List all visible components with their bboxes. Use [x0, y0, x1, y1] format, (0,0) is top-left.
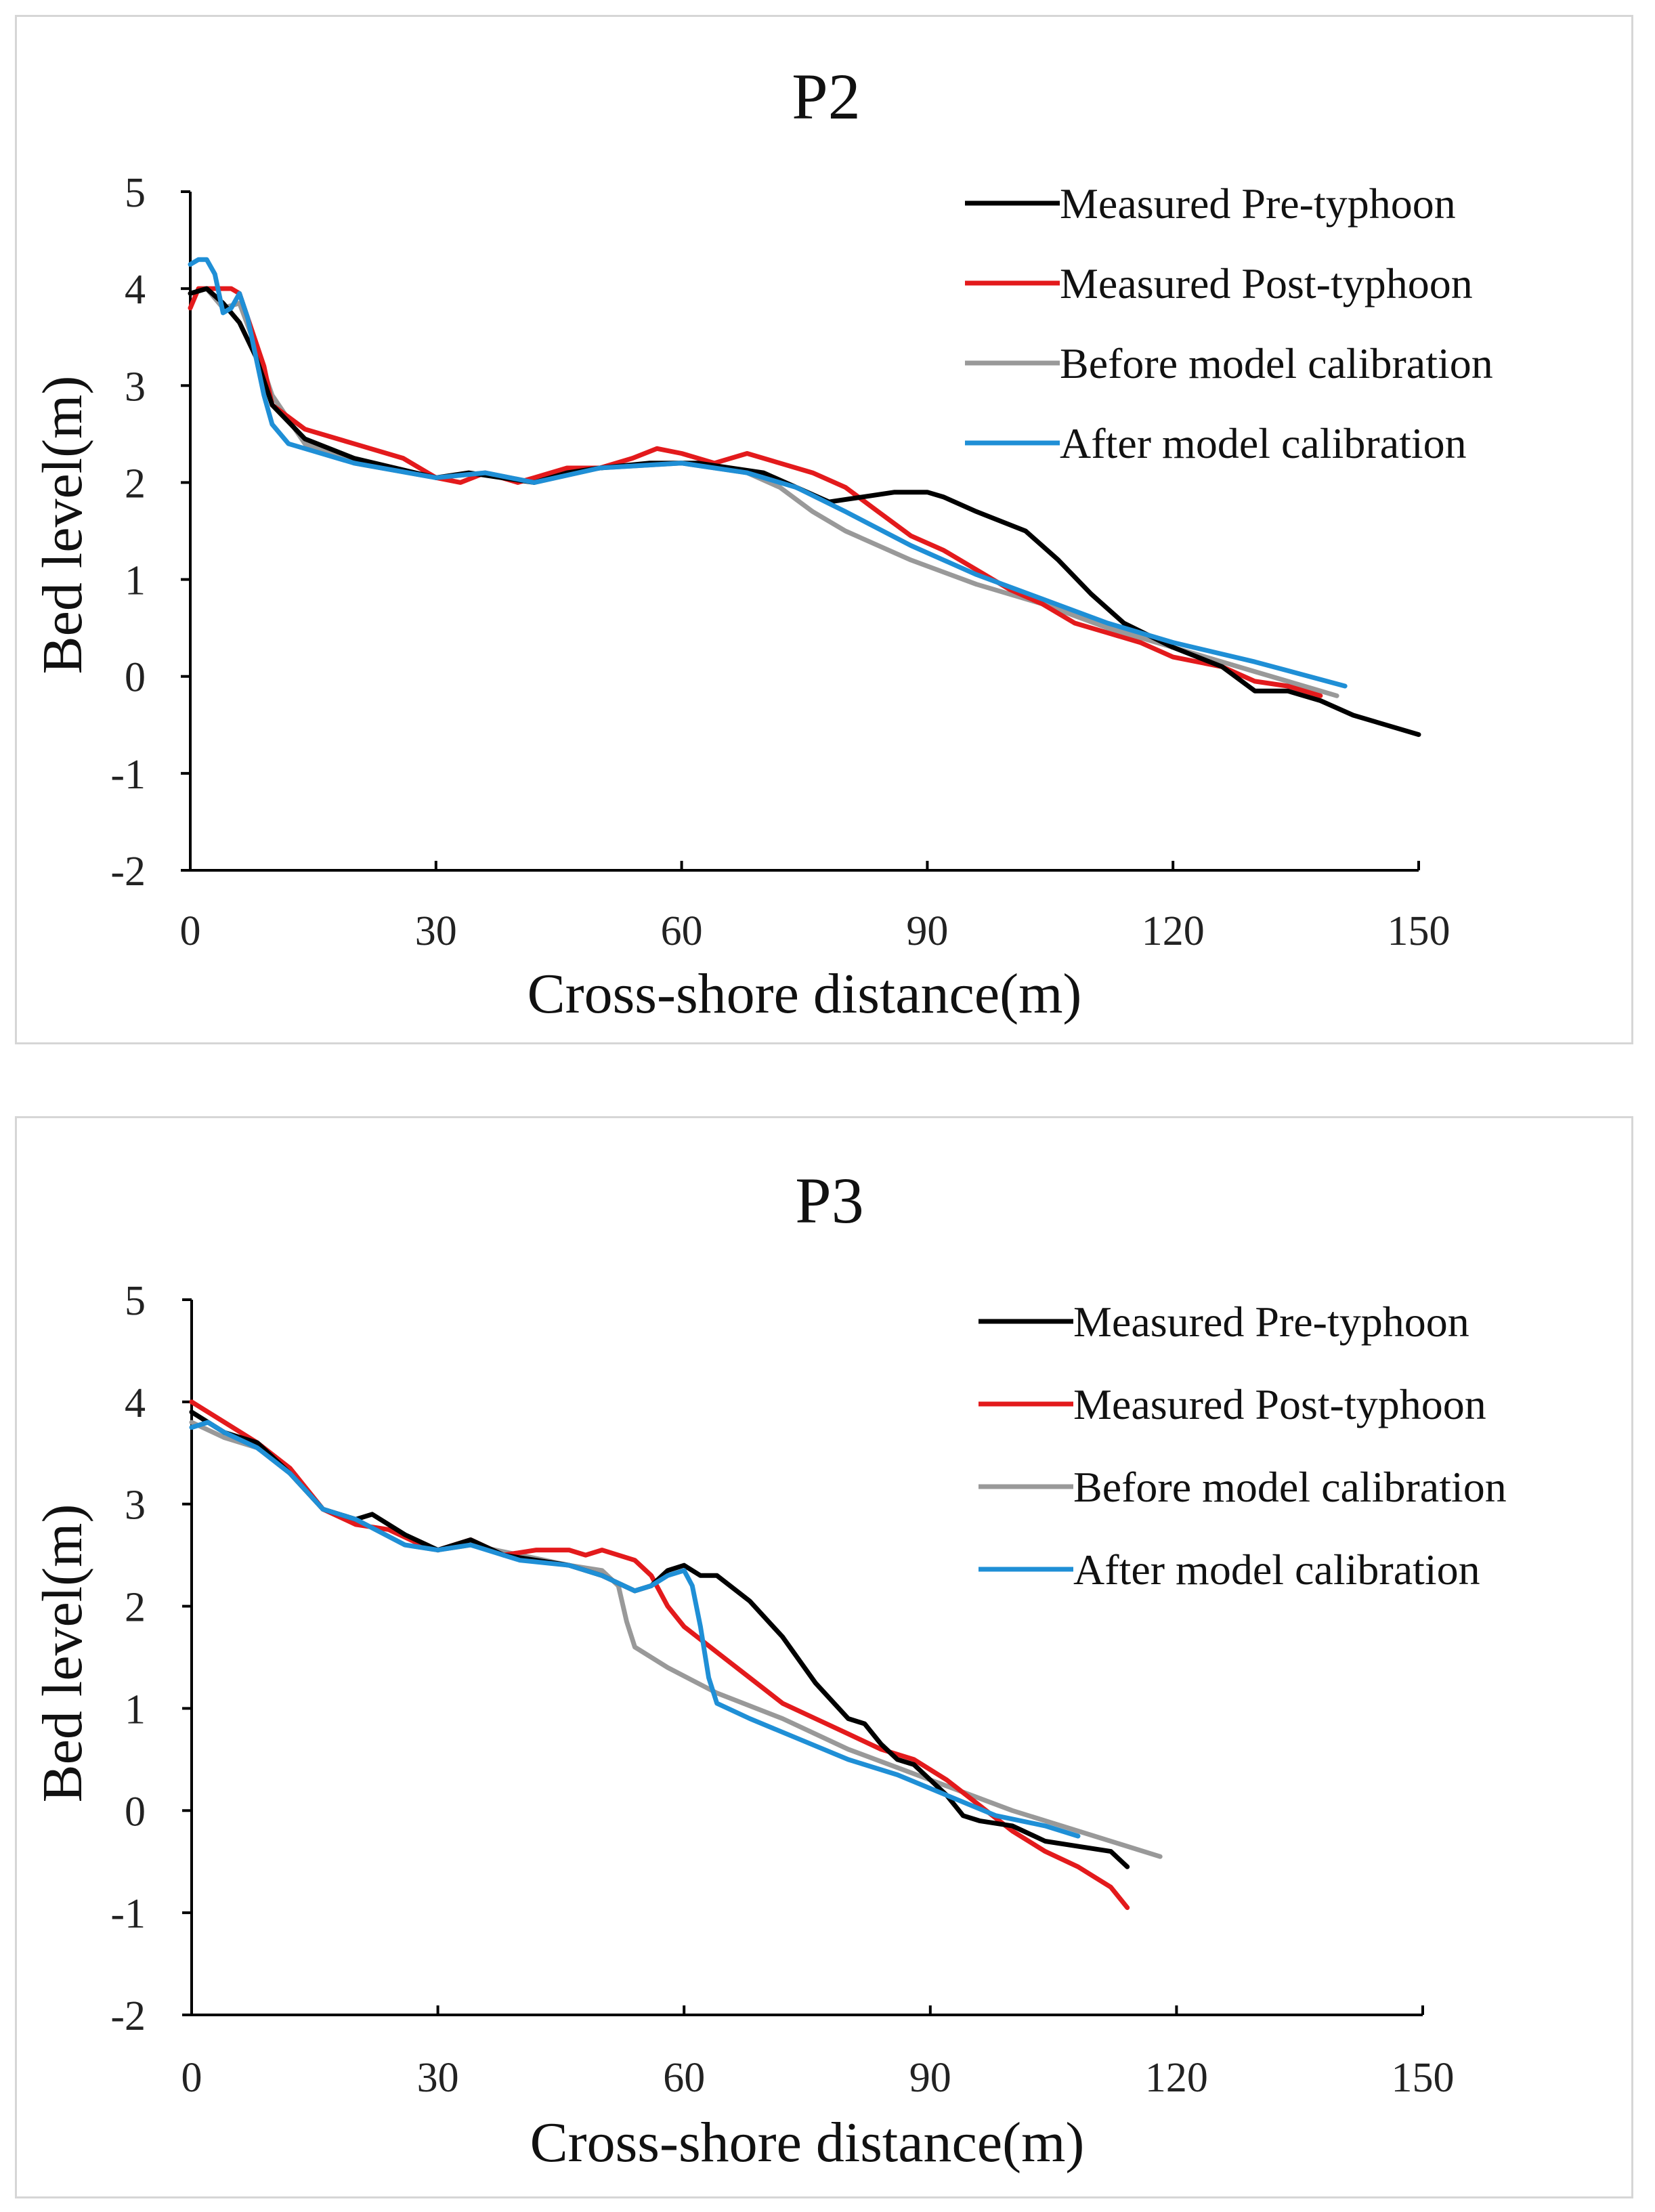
x-tick-label: 90	[906, 908, 948, 954]
y-tick-label: 5	[125, 170, 146, 216]
x-tick-label: 0	[181, 2055, 202, 2101]
legend-label-measured-post-typhoon: Measured Post-typhoon	[1060, 259, 1473, 307]
x-tick-label: 150	[1388, 908, 1450, 954]
x-tick-label: 60	[663, 2055, 705, 2101]
legend-label-after-model-calibration: After model calibration	[1073, 1546, 1480, 1594]
series-line-measured-post-typhoon	[189, 1399, 1130, 1911]
x-axis-title: Cross-shore distance(m)	[530, 2111, 1085, 2174]
y-tick-label: 3	[125, 1483, 146, 1529]
x-tick-label: 30	[415, 908, 457, 954]
y-axis-title: Bed level(m)	[31, 376, 94, 675]
series-line-measured-pre-typhoon	[189, 1409, 1130, 1869]
x-tick-label: 0	[180, 908, 201, 954]
x-tick-label: 120	[1142, 908, 1205, 954]
legend-label-after-model-calibration: After model calibration	[1060, 419, 1467, 467]
y-tick-label: -2	[110, 1993, 146, 2039]
x-tick-label: 30	[417, 2055, 459, 2101]
legend-label-before-model-calibration: Before model calibration	[1073, 1463, 1507, 1511]
x-tick-label: 120	[1145, 2055, 1208, 2101]
chart-panel-p2: P2 5 4 3 2 1 0 -1 -2 0 30 60 90 120 150 Cross-shore dis…	[15, 15, 1633, 1044]
legend-label-measured-pre-typhoon: Measured Pre-typhoon	[1060, 179, 1456, 228]
y-tick-label: -2	[110, 849, 146, 895]
x-tick-label: 90	[909, 2055, 951, 2101]
y-tick-label: 0	[125, 1789, 146, 1835]
y-tick-label: 4	[125, 267, 146, 313]
x-tick-label: 150	[1392, 2055, 1455, 2101]
chart-title: P3	[795, 1164, 863, 1237]
chart-panel-p3: P3 5 4 3 2 1 0 -1 -2 0 30 60 90 120 150 Cross-shore dis…	[15, 1116, 1633, 2198]
chart-svg-p3: P3 5 4 3 2 1 0 -1 -2 0 30 60 90 120 150 Cross-shore dis…	[31, 1164, 1507, 2174]
y-axis-title: Bed level(m)	[31, 1504, 94, 1803]
y-tick-label: 2	[125, 461, 146, 507]
y-tick-label: 5	[125, 1278, 146, 1324]
series-line-after-model-calibration	[189, 1420, 1081, 1839]
x-tick-label: 60	[661, 908, 703, 954]
series-line-after-model-calibration	[188, 257, 1348, 689]
y-tick-label: 1	[125, 558, 146, 604]
y-tick-label: 1	[125, 1686, 146, 1732]
legend-label-measured-post-typhoon: Measured Post-typhoon	[1073, 1380, 1486, 1428]
legend-label-before-model-calibration: Before model calibration	[1060, 339, 1493, 387]
y-tick-label: 3	[125, 364, 146, 410]
x-axis-title: Cross-shore distance(m)	[528, 962, 1082, 1025]
y-tick-label: -1	[110, 752, 146, 798]
y-tick-label: 0	[125, 655, 146, 701]
y-tick-label: 4	[125, 1380, 146, 1426]
chart-svg-p2: P2 5 4 3 2 1 0 -1 -2 0 30 60 90 120 150 Cross-shore dis…	[31, 60, 1493, 1025]
chart-title: P2	[792, 60, 860, 133]
legend-label-measured-pre-typhoon: Measured Pre-typhoon	[1073, 1298, 1469, 1346]
y-tick-label: 2	[125, 1585, 146, 1631]
y-tick-label: -1	[110, 1891, 146, 1937]
